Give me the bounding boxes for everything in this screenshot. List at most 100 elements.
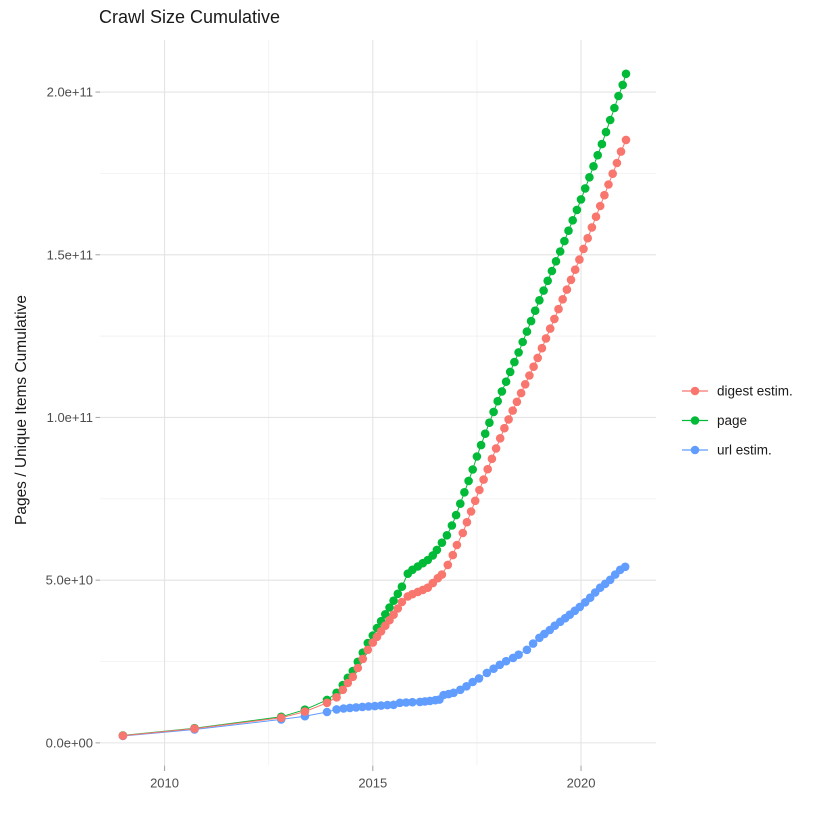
data-point-page <box>480 429 490 439</box>
data-point-digest-estim <box>495 434 505 443</box>
data-point-page <box>518 337 527 347</box>
data-point-page <box>547 266 557 276</box>
data-point-url-estim <box>364 702 373 711</box>
data-point-url-estim <box>358 702 367 712</box>
data-point-digest-estim <box>118 731 128 740</box>
data-point-digest-estim <box>443 560 453 570</box>
legend-item-url-estim: url estim. <box>682 443 772 458</box>
data-point-page <box>485 418 494 428</box>
data-point-page <box>437 538 447 547</box>
data-point-url-estim <box>474 674 484 683</box>
data-point-digest-estim <box>276 713 286 723</box>
data-point-digest-estim <box>608 169 617 178</box>
data-point-digest-estim <box>479 475 488 484</box>
y-tick-label: 5.0e+10 <box>46 573 93 588</box>
data-point-page <box>568 216 577 225</box>
data-point-page <box>618 80 627 90</box>
data-point-digest-estim <box>512 397 522 407</box>
legend-item-digest-estim: digest estim. <box>682 384 793 399</box>
data-point-digest-estim <box>545 324 555 333</box>
data-point-page <box>530 306 540 316</box>
data-point-digest-estim <box>458 528 468 538</box>
data-point-digest-estim <box>397 597 407 607</box>
data-point-url-estim <box>528 639 538 648</box>
data-point-digest-estim <box>566 275 576 285</box>
y-tick-label: 1.5e+11 <box>47 247 93 262</box>
legend: digest estim. page url estim. <box>682 384 793 458</box>
data-point-digest-estim <box>348 672 358 682</box>
data-point-url-estim <box>449 688 458 698</box>
data-point-digest-estim <box>332 693 341 702</box>
data-point-digest-estim <box>504 415 513 424</box>
data-point-url-estim <box>408 697 417 707</box>
data-point-digest-estim <box>558 295 567 304</box>
data-point-page <box>451 510 461 520</box>
data-point-page <box>614 91 623 101</box>
data-point-digest-estim <box>600 190 609 200</box>
data-point-page <box>456 499 465 509</box>
data-point-url-estim <box>345 703 355 713</box>
data-point-digest-estim <box>393 604 403 613</box>
data-point-page <box>610 103 619 113</box>
data-point-page <box>489 407 498 417</box>
data-point-digest-estim <box>570 265 580 275</box>
data-point-url-estim <box>501 656 511 666</box>
data-point-digest-estim <box>537 343 547 353</box>
data-point-digest-estim <box>358 654 368 664</box>
data-point-url-estim <box>332 705 341 714</box>
data-point-page <box>539 286 548 295</box>
series-layer <box>118 69 631 741</box>
data-point-digest-estim <box>579 244 588 254</box>
data-point-digest-estim <box>437 570 447 579</box>
data-point-digest-estim <box>487 454 497 464</box>
y-tick-label: 2.0e+11 <box>47 85 93 100</box>
data-point-page <box>464 476 473 486</box>
data-point-url-estim <box>339 704 348 713</box>
legend-label-page: page <box>717 413 747 428</box>
data-point-page <box>447 521 457 530</box>
data-point-page <box>493 396 503 406</box>
data-point-digest-estim <box>389 610 398 619</box>
data-point-digest-estim <box>541 334 551 343</box>
data-point-digest-estim <box>529 362 538 372</box>
data-point-page <box>472 452 482 461</box>
data-point-page <box>576 195 586 204</box>
data-point-url-estim <box>376 701 386 710</box>
data-point-page <box>522 327 532 336</box>
data-point-digest-estim <box>190 724 199 733</box>
data-point-page <box>505 367 515 377</box>
data-point-page <box>514 348 523 357</box>
legend-key-point-digest-estim <box>690 386 700 396</box>
data-point-page <box>605 115 615 125</box>
data-point-digest-estim <box>338 685 348 695</box>
data-point-url-estim <box>351 703 361 712</box>
data-point-digest-estim <box>475 485 484 495</box>
data-point-url-estim <box>401 698 411 707</box>
data-point-page <box>621 69 631 79</box>
data-point-page <box>385 603 394 612</box>
data-point-page <box>397 582 407 591</box>
data-point-page <box>501 377 511 387</box>
data-point-page <box>432 545 442 555</box>
data-point-digest-estim <box>583 233 592 243</box>
data-point-page <box>589 162 598 171</box>
data-point-page <box>572 205 582 215</box>
data-point-url-estim <box>468 677 478 687</box>
data-point-digest-estim <box>508 406 517 415</box>
data-point-digest-estim <box>525 371 534 380</box>
gridlines <box>100 40 656 765</box>
y-tick-label: 1.0e+11 <box>47 410 93 425</box>
data-point-digest-estim <box>550 314 559 324</box>
data-point-url-estim <box>462 682 471 691</box>
data-point-url-estim <box>489 664 498 673</box>
data-point-page <box>555 247 565 256</box>
data-point-digest-estim <box>595 201 605 211</box>
data-point-digest-estim <box>604 180 613 189</box>
data-point-digest-estim <box>520 380 530 389</box>
data-point-digest-estim <box>500 423 509 433</box>
data-point-page <box>593 150 602 160</box>
legend-key-point-url-estim <box>690 445 700 455</box>
data-point-url-estim <box>383 700 392 710</box>
